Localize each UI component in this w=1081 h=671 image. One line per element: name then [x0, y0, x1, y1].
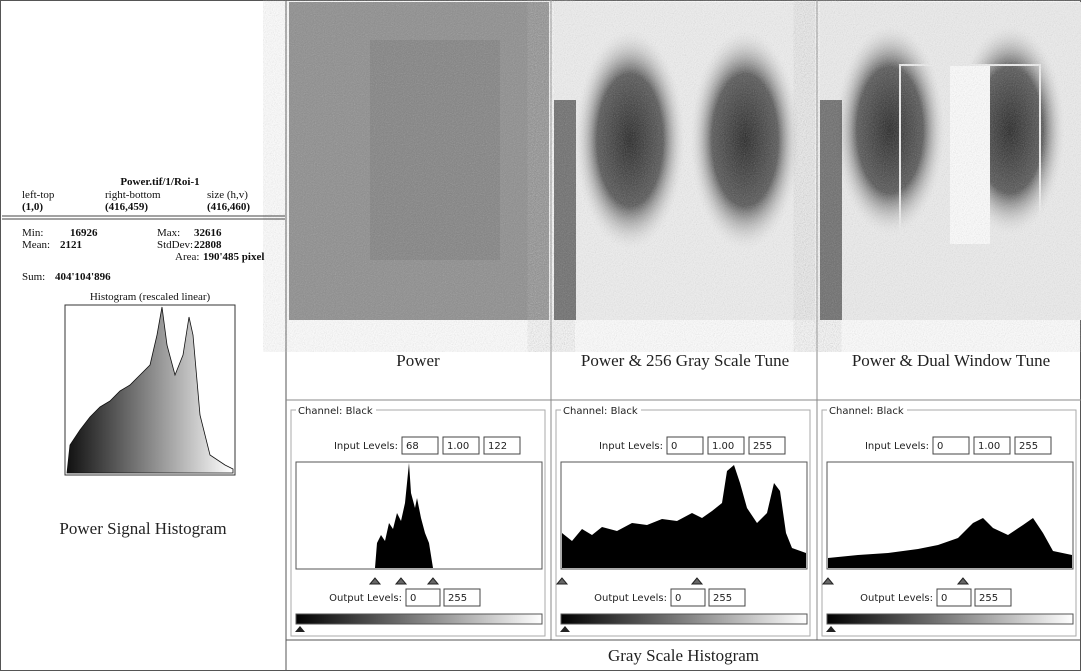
output-value: 0 — [941, 593, 947, 604]
caption: Power & 256 Gray Scale Tune — [580, 351, 790, 370]
panel-frame — [290, 409, 546, 637]
xray-image — [289, 2, 549, 320]
xray-image — [554, 2, 815, 320]
output-value: 255 — [979, 593, 998, 604]
slider — [826, 626, 836, 632]
input-box — [973, 436, 1011, 455]
roi-value: (416,459) — [105, 201, 148, 213]
slider — [555, 577, 569, 585]
levels-panel: Channel: Black Input Levels: 0 1.00 255 Outpu… — [555, 404, 811, 637]
slider — [821, 577, 835, 585]
slider — [295, 626, 305, 632]
output-label: Output Levels: — [329, 593, 402, 604]
gradient-bar — [560, 613, 808, 625]
input-value: 68 — [406, 441, 419, 452]
slider — [690, 577, 704, 585]
input-box — [707, 436, 745, 455]
levels-panel: Channel: Black Input Levels: 0 1.00 255 Outpu… — [821, 404, 1077, 637]
gradient-bar — [826, 613, 1074, 625]
stat-label: Mean: — [22, 239, 50, 251]
output-value: 255 — [448, 593, 467, 604]
histogram — [297, 463, 541, 568]
input-box — [401, 436, 439, 455]
stat-label: StdDev: — [157, 239, 193, 251]
input-value: 1.00 — [978, 441, 1000, 452]
panel-frame — [555, 409, 811, 637]
output-value: 0 — [675, 593, 681, 604]
label-bg — [561, 404, 641, 416]
roi-label: left-top — [22, 189, 55, 201]
stat-label: Max: — [157, 227, 180, 239]
roi-label: right-bottom — [105, 189, 161, 201]
histogram — [562, 465, 806, 568]
output-value: 255 — [713, 593, 732, 604]
input-box — [932, 436, 970, 455]
slider — [368, 577, 382, 585]
histogram — [828, 518, 1072, 568]
stat-label: Sum: — [22, 271, 45, 283]
input-label: Input Levels: — [599, 441, 663, 452]
input-box — [666, 436, 704, 455]
input-value: 1.00 — [447, 441, 469, 452]
stat-label: Min: — [22, 227, 43, 239]
output-box — [670, 588, 706, 607]
stat-value: 22808 — [194, 239, 222, 251]
label-bg — [296, 404, 376, 416]
channel-label: Channel: Black — [829, 406, 904, 417]
levels-panel: Channel: Black Input Levels: 68 1.00 122 Outp… — [290, 404, 546, 637]
output-value: 0 — [410, 593, 416, 604]
roi-value: (1,0) — [22, 201, 43, 213]
roi-value: (416,460) — [207, 201, 250, 213]
caption: Power — [396, 351, 440, 370]
panel-frame — [821, 409, 1077, 637]
input-box — [748, 436, 786, 455]
slider — [956, 577, 970, 585]
channel-label: Channel: Black — [563, 406, 638, 417]
input-label: Input Levels: — [334, 441, 398, 452]
slider — [560, 626, 570, 632]
stat-value: 16926 — [70, 227, 98, 239]
input-value: 122 — [488, 441, 507, 452]
input-box — [483, 436, 521, 455]
stat-value: 2121 — [60, 239, 82, 251]
stat-value: 190'485 pixel — [203, 251, 264, 263]
output-box — [443, 588, 481, 607]
roi-title: Power.tif/1/Roi-1 — [120, 176, 199, 188]
output-box — [708, 588, 746, 607]
output-label: Output Levels: — [860, 593, 933, 604]
gradient-bar — [295, 613, 543, 625]
input-box — [442, 436, 480, 455]
slider — [426, 577, 440, 585]
stat-value: 404'104'896 — [55, 271, 111, 283]
caption: Power Signal Histogram — [59, 519, 227, 538]
input-value: 1.00 — [712, 441, 734, 452]
stat-label: Area: — [175, 251, 199, 263]
input-value: 255 — [1019, 441, 1038, 452]
output-box — [405, 588, 441, 607]
roi-label: size (h,v) — [207, 189, 248, 201]
label-bg — [827, 404, 907, 416]
channel-label: Channel: Black — [298, 406, 373, 417]
roi-histogram — [64, 304, 236, 476]
caption: Power & Dual Window Tune — [851, 351, 1051, 370]
output-box — [936, 588, 972, 607]
input-label: Input Levels: — [865, 441, 929, 452]
xray-image — [820, 2, 1081, 320]
input-value: 255 — [753, 441, 772, 452]
output-label: Output Levels: — [594, 593, 667, 604]
input-value: 0 — [937, 441, 943, 452]
output-box — [974, 588, 1012, 607]
histogram-title: Histogram (rescaled linear) — [90, 291, 211, 303]
input-value: 0 — [671, 441, 677, 452]
input-box — [1014, 436, 1052, 455]
slider — [394, 577, 408, 585]
caption: Gray Scale Histogram — [607, 646, 760, 665]
stat-value: 32616 — [194, 227, 222, 239]
